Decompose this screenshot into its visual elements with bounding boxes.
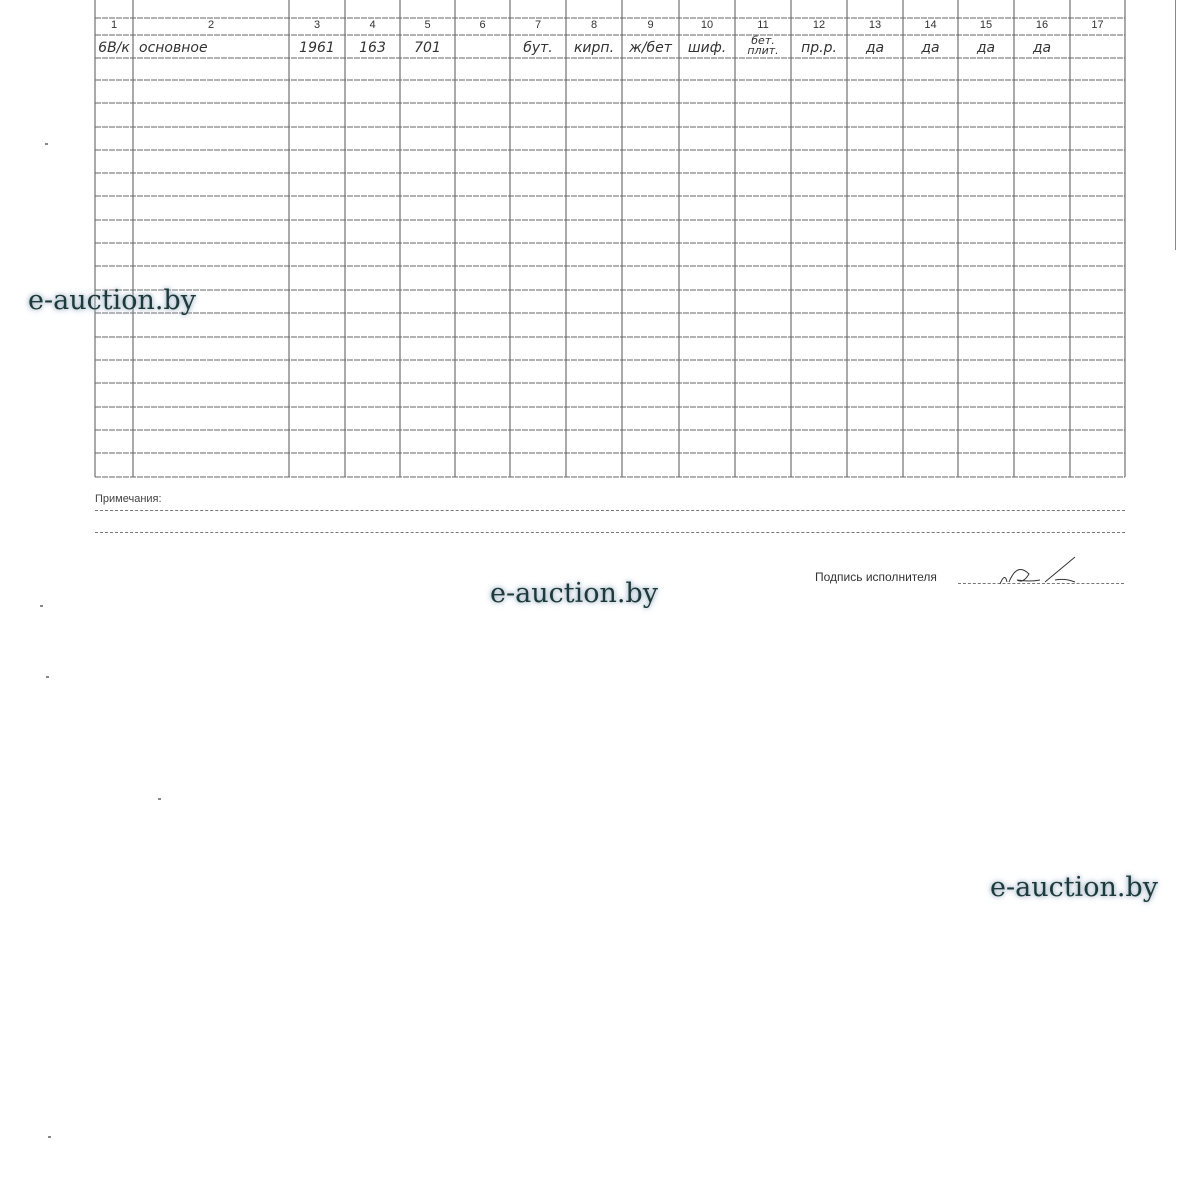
column-number: 7 — [534, 19, 542, 31]
signature-image — [999, 556, 1076, 585]
column-number: 14 — [924, 19, 937, 31]
table-cell: 163 — [359, 40, 386, 56]
table-cell: 6В/к — [98, 40, 130, 56]
column-number: 9 — [647, 19, 654, 31]
signature-line — [958, 583, 1124, 584]
table-cell: кирп. — [573, 40, 615, 56]
table-cell: пр.р. — [801, 40, 837, 56]
table-cell: основное — [139, 40, 208, 56]
signature-label: Подпись исполнителя — [815, 570, 937, 584]
table-cell: 1961 — [299, 40, 335, 56]
table-grid — [94, 0, 1126, 478]
column-number: 13 — [868, 19, 882, 31]
table-cell: ж/бет — [629, 40, 672, 56]
table-cell: да — [921, 40, 940, 56]
table-cell: шиф. — [687, 40, 727, 56]
table-cell: да — [976, 40, 996, 56]
watermark: e-auction.by — [990, 872, 1158, 903]
column-number: 8 — [590, 19, 598, 31]
column-number: 17 — [1091, 19, 1104, 31]
table-cell: бут. — [523, 40, 553, 56]
column-number: 5 — [424, 19, 431, 31]
column-number: 1 — [110, 19, 118, 31]
column-number: 12 — [812, 19, 826, 31]
column-number: 2 — [207, 19, 215, 31]
column-number: 15 — [979, 19, 993, 31]
column-number: 10 — [700, 19, 714, 31]
watermark: e-auction.by — [28, 285, 196, 316]
page-border — [1175, 0, 1176, 250]
column-number: 4 — [369, 19, 376, 31]
notes-line — [95, 532, 1125, 533]
column-number: 16 — [1035, 19, 1049, 31]
table-cell: бет. плит. — [747, 34, 779, 57]
notes-label: Примечания: — [95, 493, 162, 505]
column-number: 3 — [313, 19, 321, 31]
watermark: e-auction.by — [490, 578, 658, 609]
notes-line — [95, 510, 1125, 511]
column-number: 11 — [757, 19, 769, 31]
table-cell: 701 — [414, 40, 441, 56]
table-cell: да — [865, 40, 885, 56]
table-cell: да — [1032, 40, 1052, 56]
column-number: 6 — [479, 19, 486, 31]
